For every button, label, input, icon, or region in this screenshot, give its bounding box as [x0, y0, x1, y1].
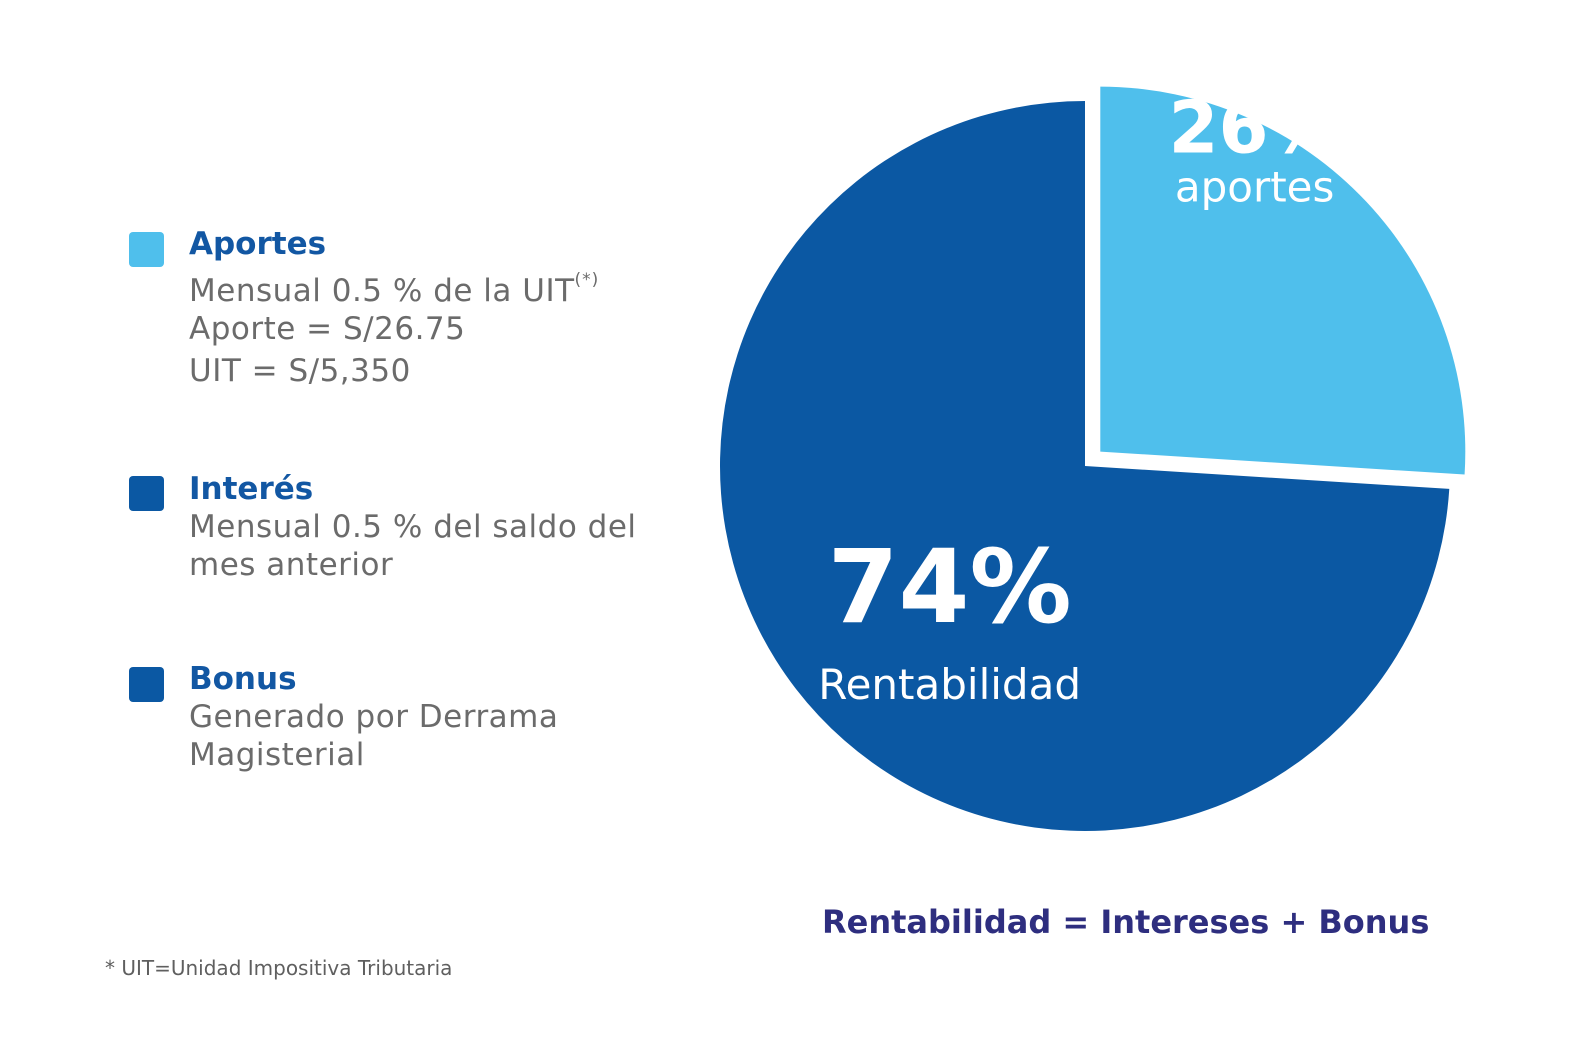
legend-text-aportes-line1-main: Mensual 0.5 % de la UIT — [189, 273, 575, 309]
rentabilidad-formula: Rentabilidad = Intereses + Bonus — [822, 903, 1430, 941]
legend-text-aportes-line1: Mensual 0.5 % de la UIT(*) — [189, 272, 599, 307]
pie-slice-aportes — [1100, 86, 1466, 475]
legend-text-aportes-line3: UIT = S/5,350 — [189, 353, 411, 389]
pie-label-percent-aportes: 26% — [1168, 86, 1340, 170]
legend-title-interes: Interés — [189, 471, 314, 507]
uit-footnote: * UIT=Unidad Impositiva Tributaria — [105, 956, 453, 980]
legend-swatch-interes — [129, 476, 164, 511]
legend-text-aportes-line2: Aporte = S/26.75 — [189, 311, 466, 347]
legend-text-interes-line2: mes anterior — [189, 547, 394, 583]
legend-swatch-aportes — [129, 232, 164, 267]
legend-title-aportes: Aportes — [189, 226, 327, 262]
pie-label-percent-rentabilidad: 74% — [828, 528, 1072, 647]
pie-slice-rentabilidad — [720, 101, 1450, 831]
legend-title-bonus: Bonus — [189, 661, 297, 697]
legend-text-bonus-line2: Magisterial — [189, 737, 365, 773]
pie-label-name-aportes: aportes — [1175, 163, 1335, 212]
legend-swatch-bonus — [129, 667, 164, 702]
legend-text-interes-line1: Mensual 0.5 % del saldo del — [189, 509, 637, 545]
legend-footnote-marker: (*) — [574, 270, 600, 290]
pie-label-name-rentabilidad: Rentabilidad — [818, 660, 1081, 709]
legend-text-bonus-line1: Generado por Derrama — [189, 699, 559, 735]
